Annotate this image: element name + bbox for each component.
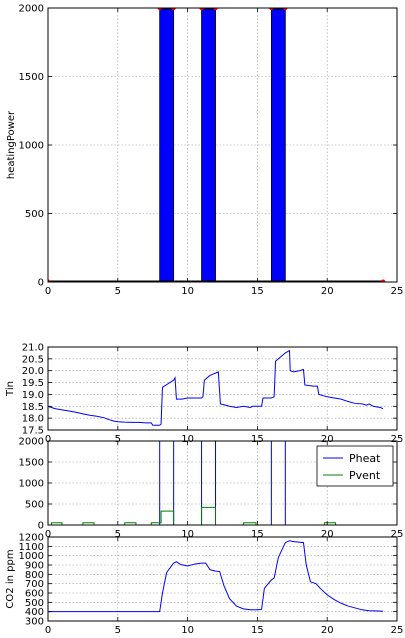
x-tick-label: 20 — [321, 434, 334, 445]
x-tick-label: 25 — [391, 434, 404, 445]
baseline-marker — [48, 279, 51, 282]
x-tick-label: 10 — [181, 625, 194, 636]
y-tick-label: 18.5 — [22, 402, 44, 413]
bar — [270, 8, 286, 282]
y-tick-label: 500 — [25, 598, 44, 609]
plot-area — [48, 8, 386, 282]
x-tick-label: 0 — [45, 286, 51, 297]
plot-area — [48, 540, 384, 613]
y-tick-label: 18.0 — [22, 414, 44, 425]
x-tick-label: 15 — [251, 434, 264, 445]
y-tick-label: 20.5 — [22, 354, 44, 365]
subplot-3: 0 5 10 15 20 25 0 500 1000 1500 2000 Pheat Pvent — [19, 437, 404, 541]
legend-label: Pheat — [349, 452, 381, 465]
y-tick-label: 0 — [38, 521, 44, 532]
y-tick-label: 19.0 — [22, 390, 44, 401]
y-tick-label: 400 — [25, 607, 44, 618]
top-marker — [157, 8, 162, 11]
y-tick-label: 500 — [25, 500, 44, 511]
y-tick-label: 700 — [25, 579, 44, 590]
bar — [159, 8, 175, 282]
top-marker — [283, 8, 288, 11]
x-tick-label: 20 — [321, 625, 334, 636]
x-tick-label: 5 — [115, 625, 121, 636]
x-tick-label: 5 — [115, 434, 121, 445]
y-tick-label: 500 — [25, 209, 44, 220]
y-axis-label: Tin — [5, 381, 16, 397]
x-tick-label: 0 — [45, 529, 51, 540]
baseline-marker — [380, 279, 386, 282]
y-tick-label: 600 — [25, 589, 44, 600]
y-tick-label: 19.5 — [22, 378, 44, 389]
legend-label: Pvent — [349, 469, 381, 482]
y-tick-label: 21.0 — [22, 343, 44, 354]
x-tick-label: 10 — [181, 529, 194, 540]
x-tick-label: 25 — [391, 529, 404, 540]
series-line-1 — [48, 540, 384, 613]
x-tick-label: 5 — [115, 286, 121, 297]
y-tick-label: 1500 — [19, 72, 44, 83]
plot-frame — [47, 7, 398, 283]
y-tick-label: 20.0 — [22, 366, 44, 377]
plot-area — [48, 349, 384, 426]
plot-frame — [47, 536, 398, 622]
top-marker — [199, 8, 204, 11]
y-tick-label: 1000 — [19, 479, 44, 490]
plot-frame — [47, 346, 398, 431]
y-tick-label: 1000 — [19, 551, 44, 562]
top-marker — [213, 8, 218, 11]
top-marker — [171, 8, 176, 11]
legend-box — [316, 445, 394, 487]
subplot-4: 0 5 10 15 20 25 300400500600700800900100011001… — [5, 533, 403, 637]
y-axis-label: CO2 in ppm — [5, 549, 16, 608]
series-line-Pvent — [48, 506, 384, 525]
y-tick-label: 1100 — [19, 542, 44, 553]
y-tick-label: 17.5 — [22, 426, 44, 437]
y-tick-label: 1200 — [19, 533, 44, 544]
bar — [201, 8, 216, 282]
x-tick-label: 15 — [251, 529, 264, 540]
x-tick-label: 10 — [181, 434, 194, 445]
y-tick-label: 800 — [25, 570, 44, 581]
x-tick-label: 10 — [181, 286, 194, 297]
y-tick-label: 300 — [25, 617, 44, 628]
x-tick-label: 5 — [115, 529, 121, 540]
x-tick-label: 15 — [251, 286, 264, 297]
x-tick-label: 20 — [321, 286, 334, 297]
subplot-1: 0 5 10 15 20 25 0 500 1000 1500 2000 heatingPower — [6, 4, 403, 298]
y-tick-label: 1000 — [19, 141, 44, 152]
y-tick-label: 2000 — [19, 4, 44, 15]
series-line-1 — [48, 349, 384, 426]
x-tick-label: 0 — [45, 434, 51, 445]
y-tick-label: 1500 — [19, 458, 44, 469]
subplot-2: 0 5 10 15 20 25 17.518.018.519.019.520.020.521… — [5, 343, 403, 446]
y-tick-label: 2000 — [19, 437, 44, 448]
y-tick-label: 900 — [25, 561, 44, 572]
y-axis-label: heatingPower — [6, 110, 17, 179]
x-tick-label: 0 — [45, 625, 51, 636]
x-tick-label: 15 — [251, 625, 264, 636]
x-tick-label: 25 — [391, 625, 404, 636]
x-tick-label: 25 — [391, 286, 404, 297]
y-tick-label: 0 — [38, 278, 44, 289]
x-tick-label: 20 — [321, 529, 334, 540]
top-marker — [269, 8, 274, 11]
